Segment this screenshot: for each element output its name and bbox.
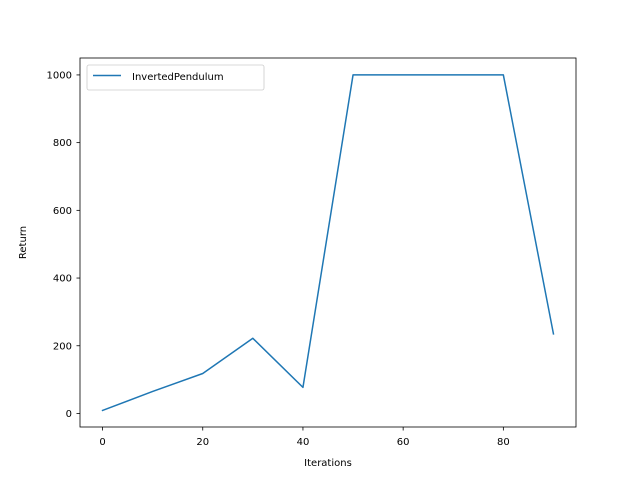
- series-layer: [101, 74, 555, 412]
- x-tick-label: 80: [497, 437, 510, 448]
- y-tick-label: 0: [66, 409, 72, 420]
- plot-area: [80, 58, 576, 427]
- x-axis-ticks: 0 20 40 60 80: [99, 427, 510, 448]
- series-line-inverted-pendulum: [101, 74, 555, 412]
- x-tick-label: 20: [196, 437, 209, 448]
- x-tick-label: 0: [99, 437, 105, 448]
- legend-label-inverted-pendulum: InvertedPendulum: [132, 72, 224, 83]
- x-tick-label: 60: [397, 437, 410, 448]
- y-tick-label: 1000: [47, 70, 72, 81]
- y-tick-label: 400: [53, 274, 72, 285]
- y-tick-label: 200: [53, 341, 72, 352]
- x-axis-label: Iterations: [304, 458, 352, 469]
- y-axis-label: Return: [18, 226, 29, 259]
- y-axis-ticks: 0 200 400 600 800 1000: [47, 70, 80, 420]
- legend-box: [86, 64, 265, 91]
- plot-frame: [79, 57, 577, 428]
- legend: InvertedPendulum: [86, 64, 265, 91]
- y-tick-label: 600: [53, 206, 72, 217]
- x-tick-label: 40: [297, 437, 310, 448]
- y-tick-label: 800: [53, 138, 72, 149]
